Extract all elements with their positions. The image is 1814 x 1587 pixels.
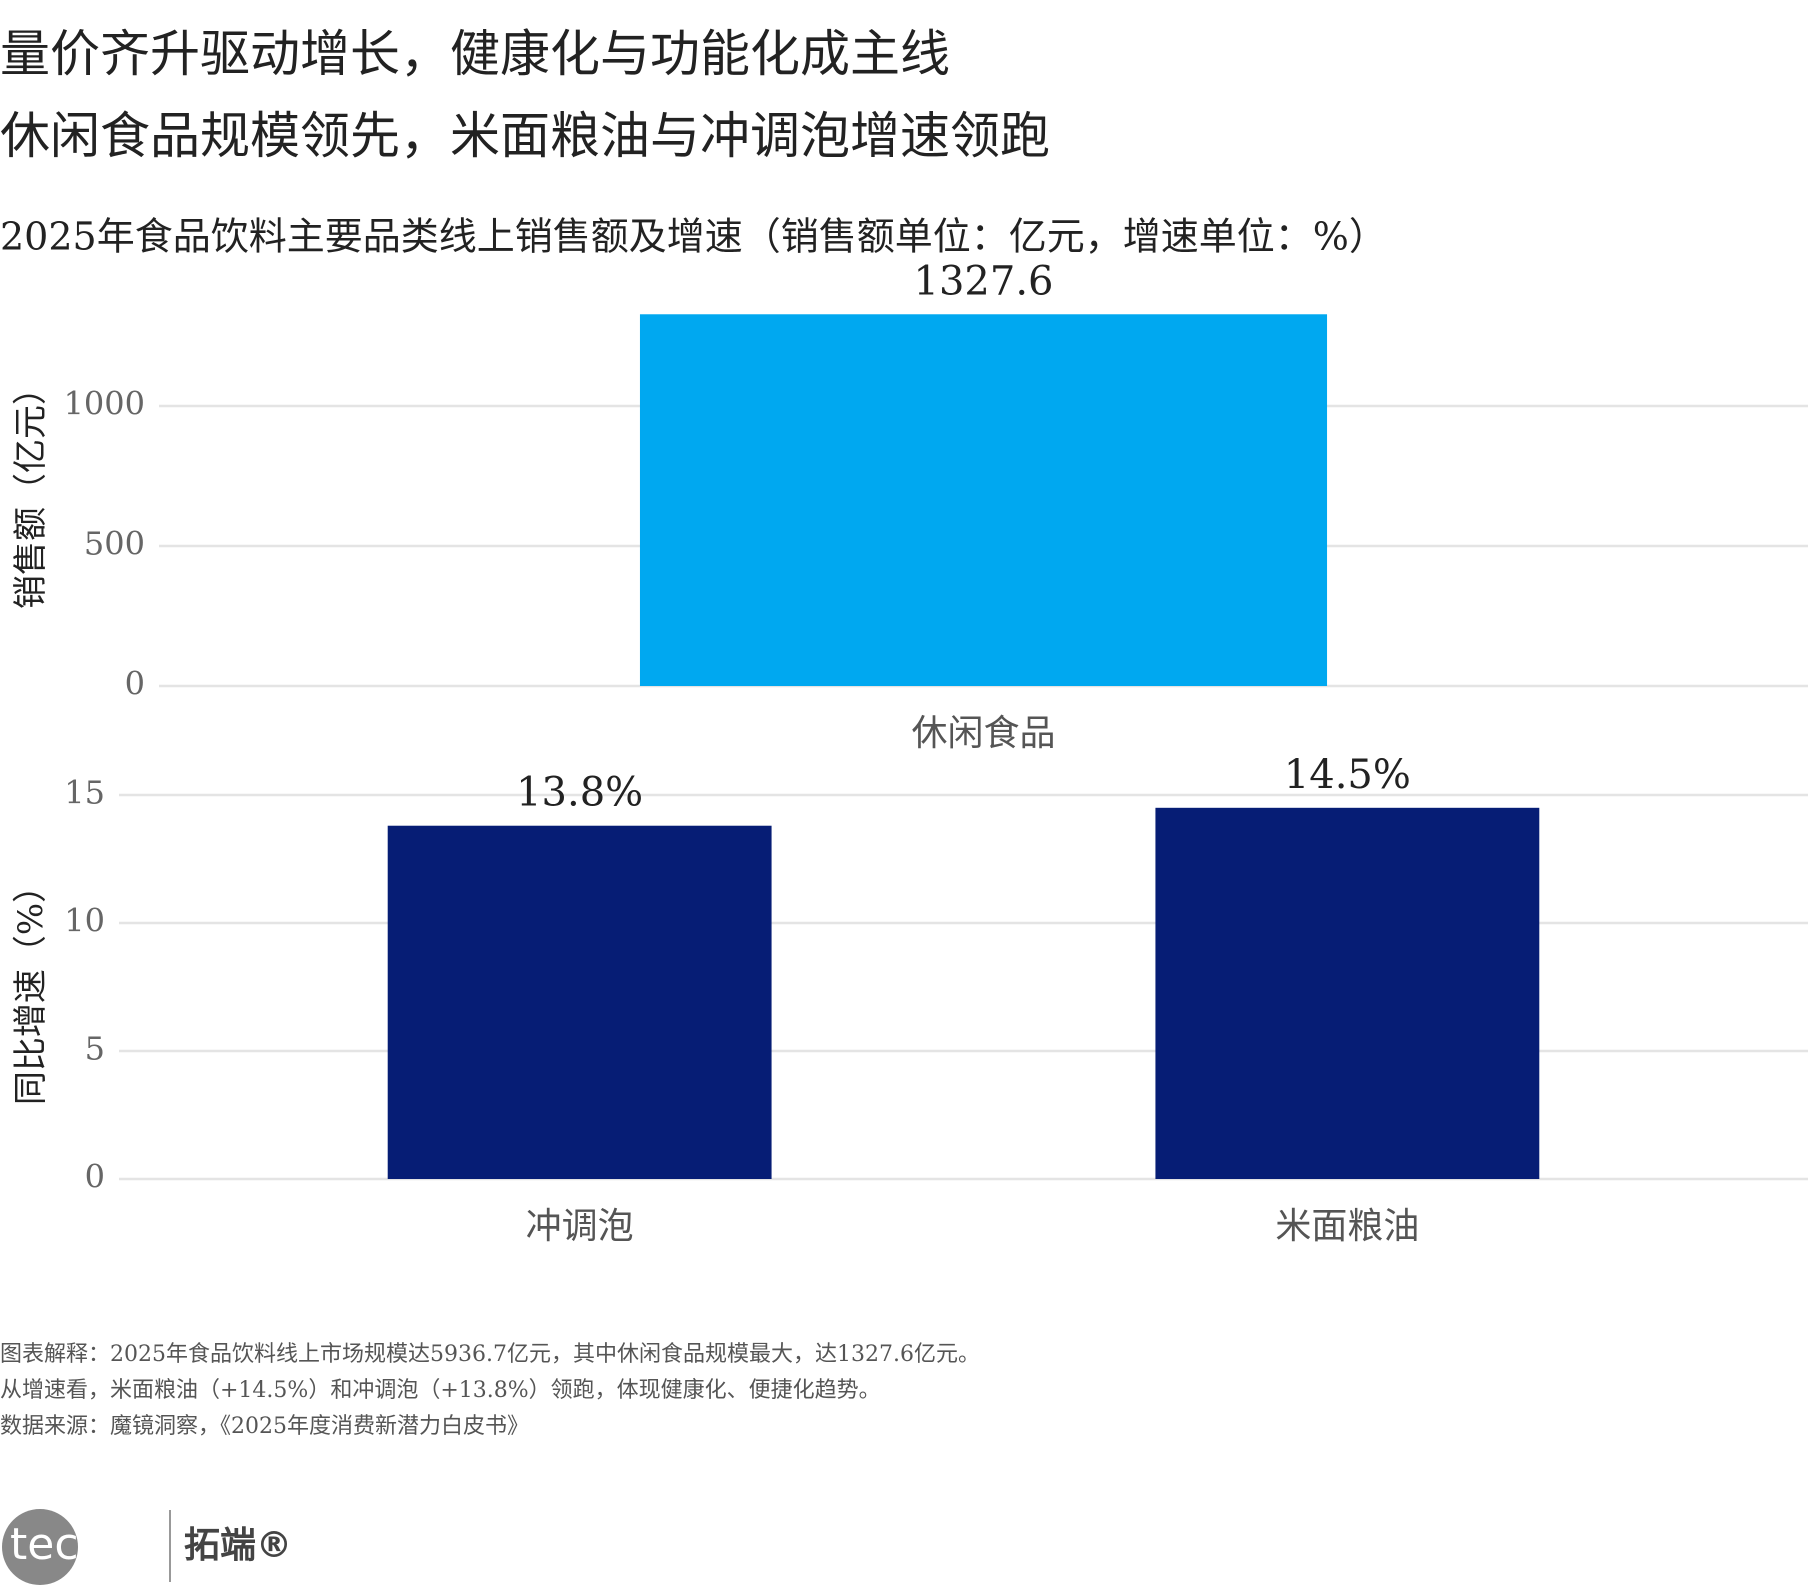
logo-circle — [2, 1509, 78, 1585]
y-tick-label: 5 — [85, 1030, 105, 1068]
value-label: 14.5% — [1284, 752, 1411, 798]
bar — [387, 825, 772, 1179]
value-label: 13.8% — [516, 770, 643, 816]
title: 休闲食品规模领先，米面粮油与冲调泡增速领跑 — [0, 107, 1050, 165]
note: 从增速看，米面粮油（+14.5%）和冲调泡（+13.8%）领跑，体现健康化、便捷… — [0, 1378, 881, 1403]
y-axis-title: 销售额（亿元） — [11, 371, 51, 609]
x-tick-label: 冲调泡 — [526, 1206, 634, 1247]
bar — [1155, 807, 1540, 1179]
title: 量价齐升驱动增长，健康化与功能化成主线 — [0, 25, 950, 83]
x-tick-label: 米面粮油 — [1275, 1206, 1419, 1247]
y-axis-title: 同比增速（%） — [11, 869, 51, 1105]
logo-brand: tecdat — [10, 1519, 151, 1570]
value-label: 1327.6 — [914, 258, 1054, 304]
subtitle: 2025年食品饮料主要品类线上销售额及增速（销售额单位：亿元，增速单位：%） — [0, 215, 1387, 259]
y-tick-label: 15 — [64, 774, 105, 812]
bar — [639, 314, 1328, 686]
y-tick-label: 10 — [64, 902, 105, 940]
logo-name: 拓端® — [184, 1525, 292, 1566]
y-tick-label: 0 — [85, 1158, 105, 1196]
y-tick-label: 0 — [125, 665, 145, 703]
x-tick-label: 休闲食品 — [911, 713, 1055, 754]
y-tick-label: 500 — [84, 525, 145, 563]
note: 图表解释：2025年食品饮料线上市场规模达5936.7亿元，其中休闲食品规模最大… — [0, 1342, 980, 1367]
note: 数据来源：魔镜洞察，《2025年度消费新潜力白皮书》 — [0, 1414, 529, 1439]
y-tick-label: 1000 — [64, 385, 145, 423]
